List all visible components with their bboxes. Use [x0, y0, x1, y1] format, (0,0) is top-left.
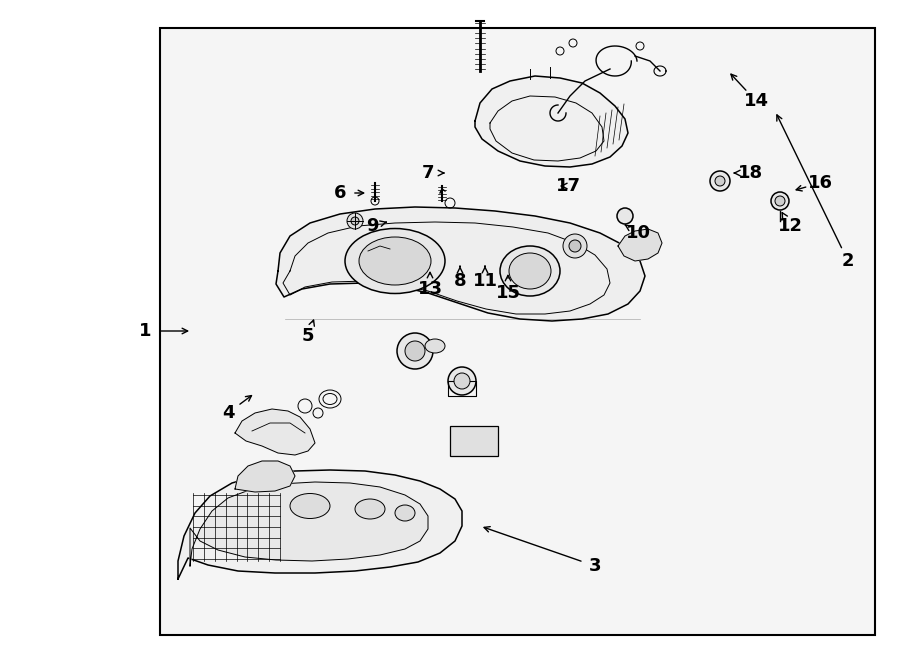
Polygon shape — [618, 229, 662, 261]
Text: 11: 11 — [472, 272, 498, 290]
Circle shape — [569, 240, 581, 252]
Text: 18: 18 — [737, 164, 762, 182]
Circle shape — [617, 208, 633, 224]
Text: 6: 6 — [334, 184, 346, 202]
Text: 15: 15 — [496, 284, 520, 302]
Polygon shape — [235, 461, 295, 492]
Ellipse shape — [345, 229, 445, 293]
Circle shape — [563, 234, 587, 258]
Circle shape — [775, 196, 785, 206]
Text: 13: 13 — [418, 280, 443, 298]
Text: 4: 4 — [221, 404, 234, 422]
Circle shape — [710, 171, 730, 191]
Ellipse shape — [425, 339, 445, 353]
Bar — [160, 28, 875, 635]
Circle shape — [351, 217, 359, 225]
Polygon shape — [190, 482, 428, 566]
Bar — [450, 426, 498, 456]
Polygon shape — [235, 409, 315, 455]
Circle shape — [771, 192, 789, 210]
Text: 2: 2 — [842, 252, 854, 270]
Text: 8: 8 — [454, 272, 466, 290]
Ellipse shape — [500, 246, 560, 296]
Ellipse shape — [355, 499, 385, 519]
Circle shape — [454, 373, 470, 389]
Text: 17: 17 — [555, 177, 580, 195]
Circle shape — [397, 333, 433, 369]
Text: 3: 3 — [589, 557, 601, 575]
Ellipse shape — [509, 253, 551, 289]
Circle shape — [715, 176, 725, 186]
Ellipse shape — [359, 237, 431, 285]
Circle shape — [448, 367, 476, 395]
Text: 9: 9 — [365, 217, 378, 235]
Text: 7: 7 — [422, 164, 434, 182]
Polygon shape — [276, 207, 645, 321]
Circle shape — [347, 213, 363, 229]
Text: 12: 12 — [778, 217, 803, 235]
Circle shape — [405, 341, 425, 361]
Text: 14: 14 — [743, 92, 769, 110]
Text: 5: 5 — [302, 327, 314, 345]
Ellipse shape — [395, 505, 415, 521]
Ellipse shape — [290, 494, 330, 518]
Polygon shape — [178, 470, 462, 579]
Polygon shape — [475, 76, 628, 167]
Text: 1: 1 — [139, 322, 151, 340]
Text: 10: 10 — [626, 224, 651, 242]
Text: 16: 16 — [807, 174, 833, 192]
